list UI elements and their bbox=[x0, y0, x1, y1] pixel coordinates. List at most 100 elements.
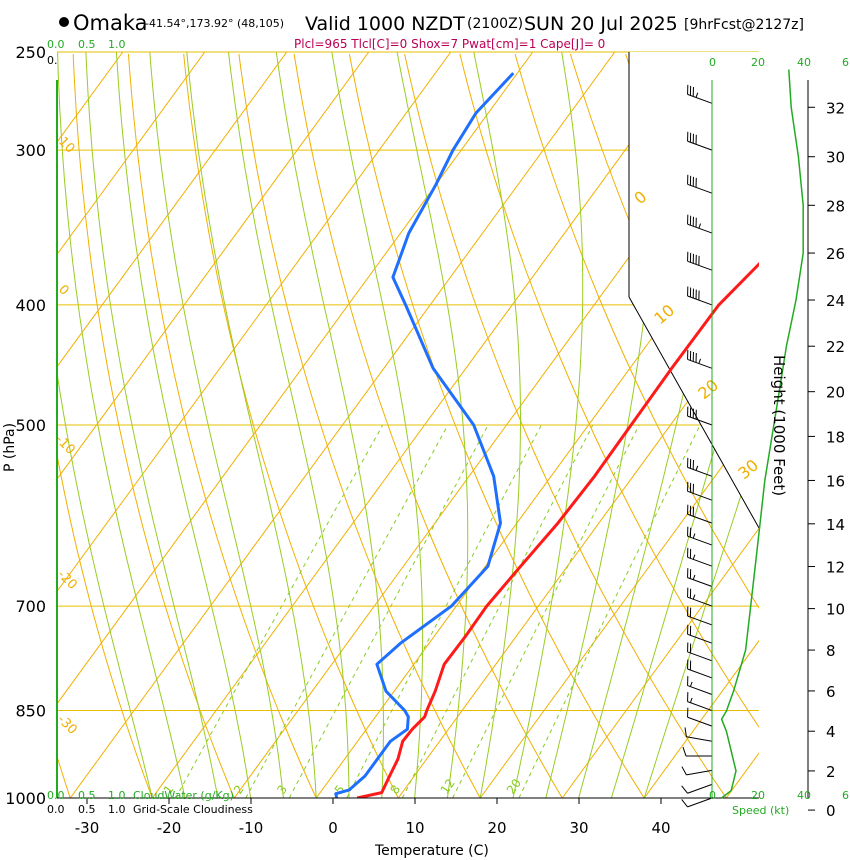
cloudwater-label: CloudWater (g/Kg) bbox=[133, 789, 234, 802]
dry-adiabat-line bbox=[514, 53, 759, 610]
pressure-label: 850 bbox=[15, 702, 46, 721]
wind-barb bbox=[687, 214, 713, 234]
height-tick-label: 32 bbox=[826, 99, 845, 117]
moist-adiabat-line bbox=[643, 437, 759, 798]
wind-barb bbox=[684, 727, 713, 742]
station-marker-icon bbox=[59, 17, 69, 27]
wind-barb-staff bbox=[687, 685, 713, 695]
height-tick-label: 10 bbox=[826, 601, 845, 619]
wind-barb-staff bbox=[686, 736, 713, 742]
moist-adiabat-line bbox=[331, 52, 424, 798]
cloud-tick-bottom: 1.0 bbox=[108, 803, 126, 816]
pressure-label: 300 bbox=[15, 141, 46, 160]
pressure-label: 700 bbox=[15, 597, 46, 616]
wind-barb bbox=[682, 746, 712, 757]
wind-barb bbox=[687, 692, 713, 712]
pressure-label: 250 bbox=[15, 43, 46, 62]
wind-barb-staff bbox=[687, 466, 713, 477]
wind-barb-staff bbox=[687, 183, 713, 194]
speed-tick-top: 6 bbox=[842, 56, 849, 69]
dry-adiabat-line bbox=[57, 452, 153, 798]
wind-barb bbox=[687, 547, 713, 567]
wind-barb-half-flag bbox=[692, 574, 696, 580]
mixing-ratio-line bbox=[245, 424, 449, 798]
height-tick-label: 2 bbox=[826, 763, 836, 781]
speed-tick-bottom: 0 bbox=[709, 789, 716, 802]
surface-dewpoint-dot bbox=[333, 800, 341, 808]
isotherm-line bbox=[57, 52, 206, 256]
wind-barbs bbox=[681, 84, 713, 808]
x-tick-label: -30 bbox=[75, 819, 100, 837]
wind-barb bbox=[687, 131, 713, 151]
wind-barb bbox=[687, 286, 713, 306]
wind-barb-flag bbox=[681, 785, 688, 794]
surface-temperature-dot bbox=[353, 800, 361, 808]
cw-tick-bottom: 0.5 bbox=[78, 789, 96, 802]
height-tick-label: 8 bbox=[826, 642, 836, 660]
speed-tick-top: 0 bbox=[709, 56, 716, 69]
temperature-trace bbox=[356, 261, 759, 798]
moist-adiabat-line bbox=[115, 52, 252, 798]
wind-barb-staff bbox=[687, 716, 713, 727]
dry-adiabat-line bbox=[348, 53, 645, 798]
wind-barb-half-flag bbox=[689, 697, 693, 703]
moist-adiabat-line bbox=[610, 286, 759, 798]
wind-barb-staff bbox=[687, 668, 713, 679]
x-tick-label: -10 bbox=[239, 819, 264, 837]
wind-barb bbox=[687, 659, 713, 679]
wind-barb-staff bbox=[687, 513, 713, 524]
y-axis-title: P (hPa) bbox=[2, 423, 18, 472]
wind-barb bbox=[687, 676, 713, 695]
dry-adiabat-line bbox=[293, 53, 563, 798]
wind-barb bbox=[687, 251, 713, 271]
mixing-ratio-line bbox=[518, 424, 701, 798]
wind-barb-half-flag bbox=[692, 594, 696, 600]
sounding-traces bbox=[333, 72, 759, 808]
wind-barb-staff bbox=[687, 577, 713, 587]
x-tick-label: 0 bbox=[328, 819, 338, 837]
wind-barb-staff bbox=[687, 535, 713, 546]
height-tick-label: 16 bbox=[826, 472, 845, 490]
height-tick-label: 6 bbox=[826, 683, 836, 701]
height-tick-label: 26 bbox=[826, 245, 845, 263]
chart-header: Omaka -41.54°,173.92° (48,105) Valid 100… bbox=[59, 11, 804, 51]
moist-adiabat-line bbox=[85, 52, 219, 798]
wind-barb-staff bbox=[687, 223, 713, 234]
cw-tick-top: 0.5 bbox=[78, 38, 96, 51]
wind-barb bbox=[687, 84, 713, 104]
mixing-ratio-line bbox=[175, 424, 384, 798]
wind-barb-staff bbox=[687, 596, 713, 607]
height-tick-label: 22 bbox=[826, 338, 845, 356]
wind-barb-half-flag bbox=[692, 533, 696, 539]
cloudiness-label: Grid-Scale Cloudiness bbox=[133, 803, 253, 816]
wind-barb bbox=[687, 707, 713, 727]
wind-barb bbox=[687, 504, 713, 524]
wind-barb bbox=[687, 642, 713, 662]
isotherm-line bbox=[561, 527, 759, 798]
wind-barb-staff bbox=[687, 556, 713, 567]
wind-barb-half-flag bbox=[698, 223, 702, 229]
isotherm-line bbox=[57, 52, 288, 368]
wind-barb bbox=[687, 174, 713, 194]
pressure-label: 400 bbox=[15, 296, 46, 315]
moist-adiabat-line bbox=[149, 52, 284, 798]
height-tick-label: 28 bbox=[826, 197, 845, 215]
speed-tick-top: 40 bbox=[797, 56, 811, 69]
mixing-ratio-line bbox=[288, 424, 489, 798]
x-axis-title: Temperature (C) bbox=[374, 843, 489, 859]
cw-tick-top: 1.0 bbox=[108, 38, 126, 51]
moist-adiabat-line bbox=[396, 52, 469, 798]
wind-barb-staff bbox=[687, 260, 713, 271]
wind-barb-staff bbox=[687, 415, 713, 426]
wind-barb-half-flag bbox=[692, 554, 696, 560]
moist-adiabat-line bbox=[473, 52, 521, 798]
wind-barb bbox=[681, 766, 713, 776]
cw-tick-bottom: 0.0 bbox=[47, 789, 65, 802]
height-tick-label: 14 bbox=[826, 516, 845, 534]
wind-barb-staff bbox=[687, 797, 713, 808]
speed-axis-ticks: 0 20 40 6 0 20 40 6 bbox=[709, 56, 849, 802]
wind-barb-staff bbox=[687, 615, 713, 626]
wind-barb-staff bbox=[687, 490, 713, 501]
wind-barb-staff bbox=[687, 358, 713, 369]
